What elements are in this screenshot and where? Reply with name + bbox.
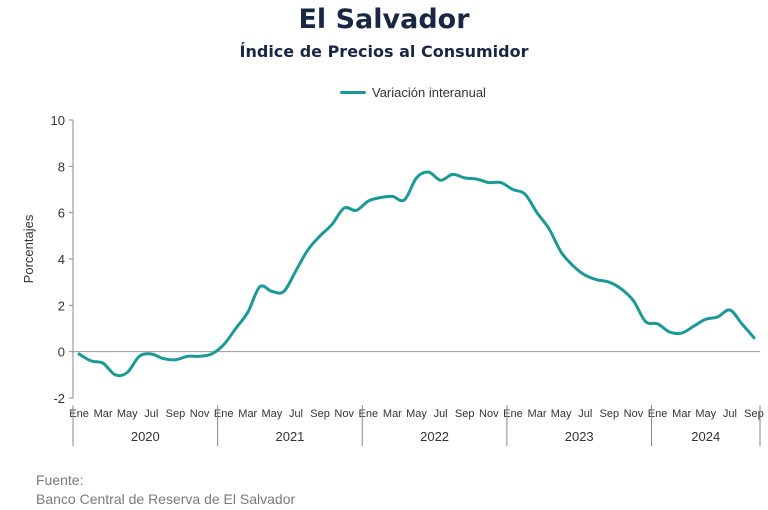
legend-label: Variación interanual: [372, 85, 486, 100]
x-month-label: Ene: [214, 408, 234, 420]
x-month-label: Ene: [359, 408, 379, 420]
x-month-label: May: [406, 408, 427, 420]
x-year-label: 2020: [131, 429, 160, 444]
y-tick-label: 2: [58, 298, 65, 313]
x-year-label: 2021: [275, 429, 304, 444]
y-tick-label: -2: [53, 391, 65, 406]
x-month-label: Ene: [69, 408, 89, 420]
y-axis-title: Porcentajes: [21, 214, 36, 283]
y-tick-label: 4: [58, 252, 65, 267]
x-month-label: May: [695, 408, 716, 420]
x-month-label: Sep: [455, 408, 475, 420]
x-month-label: Sep: [600, 408, 620, 420]
x-month-label: Sep: [310, 408, 330, 420]
x-month-label: Mar: [238, 408, 257, 420]
line-chart: -2 0 2 4 6 8 10 Porcentajes Ene Mar May Jul Sep Nov En…: [21, 113, 764, 446]
x-month-label: Mar: [672, 408, 691, 420]
x-month-label: Sep: [744, 408, 764, 420]
series-line-variacion-interanual: [77, 170, 756, 378]
x-month-label: Ene: [503, 408, 523, 420]
x-month-label: Jul: [289, 408, 303, 420]
x-month-label: Nov: [624, 408, 644, 420]
y-tick-label: 10: [51, 113, 65, 128]
x-month-label: Nov: [334, 408, 354, 420]
y-tick-label: 8: [58, 159, 65, 174]
x-year-label: 2023: [565, 429, 594, 444]
chart-subtitle: Índice de Precios al Consumidor: [239, 42, 529, 61]
x-month-label: Jul: [434, 408, 448, 420]
y-tick-label: 6: [58, 206, 65, 221]
x-month-label: May: [551, 408, 572, 420]
x-month-label: May: [261, 408, 282, 420]
source-label: Fuente:: [36, 472, 84, 488]
x-month-label: Ene: [648, 408, 668, 420]
x-month-label: Jul: [723, 408, 737, 420]
legend: Variación interanual: [340, 85, 486, 100]
chart-title: El Salvador: [298, 4, 470, 35]
x-month-label: Jul: [144, 408, 158, 420]
x-month-label: Nov: [479, 408, 499, 420]
source-value: Banco Central de Reserva de El Salvador: [36, 491, 296, 507]
x-month-label: Mar: [528, 408, 547, 420]
x-month-label: Jul: [578, 408, 592, 420]
x-month-label: Sep: [166, 408, 186, 420]
x-year-label: 2022: [420, 429, 449, 444]
y-tick-label: 0: [58, 345, 65, 360]
x-month-label: May: [117, 408, 138, 420]
x-year-label: 2024: [691, 429, 720, 444]
x-month-label: Nov: [190, 408, 210, 420]
x-month-label: Mar: [383, 408, 402, 420]
legend-line-swatch: [340, 91, 366, 94]
x-month-label: Mar: [94, 408, 113, 420]
